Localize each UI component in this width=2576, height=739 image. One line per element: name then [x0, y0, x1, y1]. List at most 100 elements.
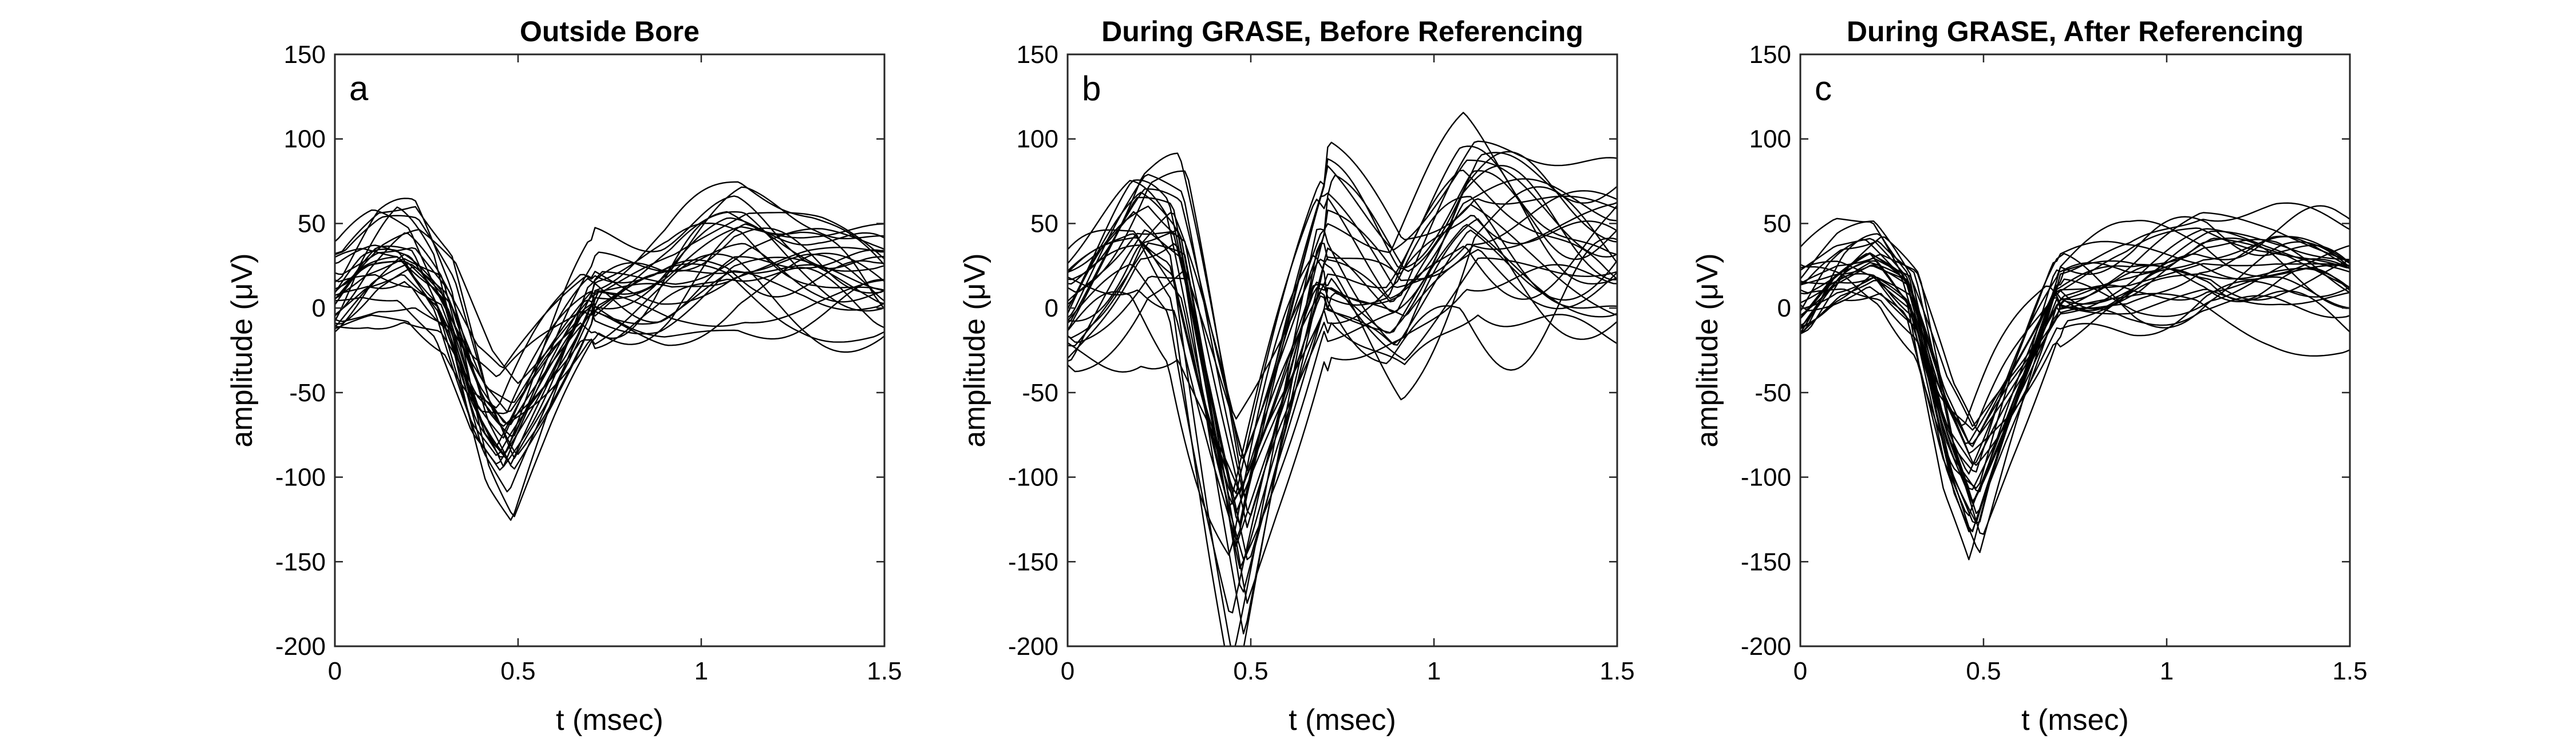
panel-b-trace [1068, 169, 1617, 614]
x-tick-label: 0 [1793, 657, 1807, 685]
y-tick-label: -100 [1741, 464, 1791, 492]
y-tick-label: -50 [1755, 379, 1791, 407]
panel-b-trace [1068, 206, 1617, 528]
panel-b-trace [1068, 257, 1617, 472]
panel-b-trace [1068, 145, 1617, 508]
panel-c-axes-frame [1799, 53, 2351, 647]
panel-c-trace [1800, 228, 2350, 465]
x-tick-label: 1 [1427, 657, 1441, 685]
panel-c-trace [1800, 259, 2350, 554]
panel-a-trace [335, 206, 884, 448]
panel-b-trace [1068, 191, 1617, 570]
panel-c-trace [1800, 241, 2350, 489]
panel-b-x-axis-label: t (msec) [1289, 704, 1396, 737]
panel-b-trace [1068, 205, 1617, 646]
panel-c-trace [1800, 216, 2350, 473]
y-tick-label: -50 [1022, 379, 1058, 407]
panel-a-x-axis-label: t (msec) [556, 704, 663, 737]
y-tick-label: 150 [1749, 41, 1791, 69]
panel-c-trace [1800, 264, 2350, 431]
x-tick-label: 1.5 [2332, 657, 2367, 685]
y-tick-label: -200 [1741, 633, 1791, 661]
panel-b-trace [1068, 215, 1617, 593]
panel-a-trace [335, 186, 884, 521]
panel-a-trace [335, 279, 884, 404]
panel-a-y-axis-label: amplitude (μV) [226, 253, 259, 447]
panel-b-trace [1068, 141, 1617, 496]
panel-b-trace [1068, 229, 1617, 525]
panel-b-trace [1068, 238, 1617, 556]
panel-a-trace [335, 279, 884, 414]
panel-a-trace [335, 197, 884, 517]
panel-c-ticks: 0 0.5 1 1.5 150 100 50 0 -50 -100 -150 -200 [1741, 41, 2368, 685]
panel-a-traces [335, 181, 884, 521]
y-tick-label: 100 [284, 125, 326, 153]
panel-c-trace [1800, 239, 2350, 504]
y-tick-label: 100 [1017, 125, 1058, 153]
x-tick-label: 1 [2160, 657, 2174, 685]
panel-a-trace [335, 260, 884, 471]
y-tick-label: 150 [284, 41, 326, 69]
panel-c-trace [1800, 220, 2350, 502]
panel-c-trace [1800, 202, 2350, 532]
panel-b-trace [1068, 218, 1617, 604]
panel-a-trace [335, 249, 884, 439]
y-tick-label: -150 [1741, 548, 1791, 576]
panel-b: During GRASE, Before Referencing b 0 0.5 1… [958, 15, 1635, 737]
y-tick-label: 50 [1763, 210, 1791, 238]
x-tick-label: 0.5 [1233, 657, 1268, 685]
panel-b-title: During GRASE, Before Referencing [1101, 15, 1583, 48]
panel-b-trace [1068, 152, 1617, 460]
y-tick-label: 50 [1030, 210, 1058, 238]
x-tick-label: 1.5 [867, 657, 902, 685]
panel-a-trace [335, 195, 884, 455]
y-tick-label: 0 [1777, 294, 1791, 322]
panel-b-axes-frame [1066, 53, 1618, 647]
panel-b-traces [1068, 112, 1617, 646]
panel-a-trace [335, 243, 884, 437]
y-tick-label: 100 [1749, 125, 1791, 153]
y-tick-label: -150 [1008, 548, 1058, 576]
panel-b-trace [1068, 196, 1617, 547]
panel-a-trace [335, 256, 884, 409]
panel-b-trace [1068, 248, 1617, 560]
panel-b-trace [1068, 178, 1617, 496]
panel-a-trace [335, 248, 884, 456]
panel-c-title: During GRASE, After Referencing [1847, 15, 2304, 48]
panel-a-trace [335, 211, 884, 470]
panel-a-trace [335, 228, 884, 384]
panel-b-trace [1068, 140, 1617, 560]
panel-a-axes-frame [334, 53, 886, 647]
panel-b-ticks: 0 0.5 1 1.5 150 100 50 0 -50 -100 -150 -200 [1008, 41, 1635, 685]
x-tick-label: 0 [328, 657, 342, 685]
panel-a-trace [335, 206, 884, 459]
y-tick-label: 50 [298, 210, 326, 238]
panel-a: Outside Bore a 0 0.5 1 1.5 150 100 50 0 -50 -100 -… [226, 15, 902, 737]
panel-a-trace [335, 263, 884, 465]
y-tick-label: -50 [289, 379, 326, 407]
panel-a-trace [335, 253, 884, 425]
panel-c-trace [1800, 253, 2350, 444]
panel-a-trace [335, 212, 884, 455]
panel-b-trace [1068, 159, 1617, 494]
panel-a-title: Outside Bore [520, 15, 700, 48]
y-tick-label: -100 [1008, 464, 1058, 492]
x-tick-label: 0.5 [500, 657, 535, 685]
panel-a-ticks: 0 0.5 1 1.5 150 100 50 0 -50 -100 -150 -200 [275, 41, 902, 685]
y-tick-label: 150 [1017, 41, 1058, 69]
panel-b-y-axis-label: amplitude (μV) [958, 253, 991, 447]
panel-b-trace [1068, 231, 1617, 513]
y-tick-label: 0 [1045, 294, 1058, 322]
panel-a-trace [335, 252, 884, 413]
y-tick-label: -150 [275, 548, 326, 576]
panel-b-trace [1068, 186, 1617, 635]
panel-c-y-axis-label: amplitude (μV) [1691, 253, 1724, 447]
y-tick-label: 0 [312, 294, 326, 322]
panel-a-trace [335, 181, 884, 493]
panel-b-trace [1068, 192, 1617, 542]
panel-b-trace [1068, 196, 1617, 494]
panel-c-traces [1800, 202, 2350, 560]
panel-a-letter: a [349, 69, 369, 108]
panel-c-trace [1800, 279, 2350, 524]
y-tick-label: -100 [275, 464, 326, 492]
